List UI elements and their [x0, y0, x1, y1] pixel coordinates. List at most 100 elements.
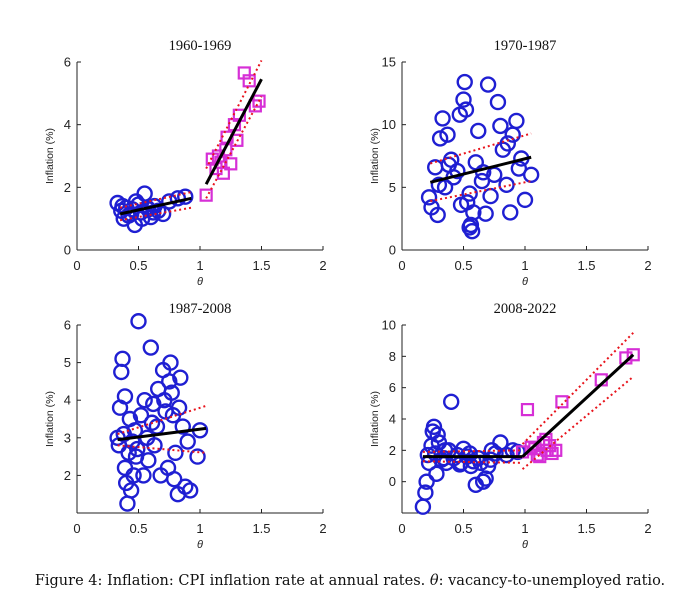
data-point-circle [174, 418, 191, 435]
data-point-circle [439, 126, 456, 143]
x-tick-label: 0.5 [129, 521, 147, 536]
panel-2: 0 0.5 1 1.5 2 0 5 10 15 1970-1987 θ Inflation (%) [369, 38, 652, 288]
x-tick-label: 2 [319, 521, 326, 536]
y-tick-label: 6 [389, 380, 396, 395]
data-point-circle [430, 176, 448, 194]
data-point-square [199, 188, 213, 202]
x-tick-label: 2 [644, 258, 651, 273]
data-point-circle [499, 135, 516, 152]
data-point-circle [456, 73, 473, 91]
x-tick-label: 0 [398, 258, 405, 273]
data-point-circle [443, 393, 460, 410]
data-point-circle [170, 399, 188, 416]
y-axis-label: Inflation (%) [369, 391, 381, 447]
data-point-circle [474, 473, 492, 490]
confidence-band-upper [119, 191, 192, 209]
y-tick-label: 6 [64, 55, 71, 70]
fit-line [204, 78, 263, 185]
data-point-circle [130, 313, 147, 330]
data-point-circle [461, 185, 478, 202]
data-point-circle [114, 350, 131, 368]
data-point-circle [429, 206, 446, 224]
figure-caption: Figure 4: Inflation: CPI inflation rate … [0, 573, 700, 589]
data-point-circle [420, 189, 438, 206]
x-tick-label: 0.5 [129, 258, 147, 273]
y-tick-label: 8 [389, 349, 396, 364]
y-tick-label: 0 [389, 243, 396, 258]
data-point-circle [162, 354, 179, 371]
x-axis-label: θ [522, 276, 528, 288]
fit-line [429, 155, 532, 184]
data-point-circle [143, 414, 161, 431]
caption-prefix: Figure 4: Inflation: CPI inflation rate … [34, 573, 426, 589]
data-point-circle [113, 363, 130, 381]
data-point-circle [508, 112, 525, 130]
caption-suffix: : vacancy-to-unemployed ratio. [438, 573, 666, 589]
confidence-band-lower [430, 180, 532, 203]
data-point-square [224, 157, 238, 171]
data-point-circle [482, 451, 499, 468]
data-point-square [545, 446, 559, 461]
x-axis-label: θ [197, 276, 203, 288]
y-tick-label: 5 [389, 180, 396, 195]
data-point-square [520, 403, 535, 417]
data-point-circle [177, 188, 194, 205]
data-point-circle [479, 76, 497, 93]
confidence-band-upper [521, 332, 634, 445]
panel-title: 2008-2022 [494, 301, 557, 317]
data-point-circle [129, 440, 146, 458]
data-point-circle [179, 433, 196, 450]
data-point-circle [477, 205, 494, 222]
y-tick-label: 15 [382, 55, 396, 70]
data-point-square [626, 348, 640, 362]
data-point-circle [502, 204, 519, 221]
x-tick-label: 2 [319, 258, 326, 273]
x-tick-label: 0 [73, 258, 80, 273]
data-point-circle [482, 187, 499, 205]
data-point-circle [455, 91, 472, 108]
x-tick-label: 1 [196, 521, 203, 536]
data-point-circle [142, 339, 160, 356]
data-point-circle [492, 117, 509, 135]
data-point-circle [418, 473, 435, 490]
x-tick-label: 0 [398, 521, 405, 536]
data-point-circle [419, 446, 437, 464]
data-point-circle [132, 407, 150, 424]
data-point-circle [146, 437, 163, 454]
y-tick-label: 5 [64, 355, 71, 370]
panel-3: 0 0.5 1 1.5 2 2 3 4 5 6 1987-2008 θ Inflation (%) [44, 301, 327, 551]
confidence-band-lower [422, 460, 523, 464]
data-point-circle [434, 110, 451, 127]
data-point-circle [172, 369, 189, 386]
data-point-circle [429, 426, 446, 443]
y-tick-label: 2 [64, 180, 71, 195]
data-point-circle [440, 156, 457, 173]
x-tick-label: 1.5 [252, 258, 270, 273]
y-tick-label: 3 [64, 430, 71, 445]
data-point-circle [465, 204, 482, 221]
panel-1: 0 0.5 1 1.5 2 0 2 4 6 1960-1969 θ Inflation (%) [44, 38, 327, 288]
data-point-circle [522, 166, 540, 184]
data-point-circle [414, 498, 432, 515]
x-tick-label: 0 [73, 521, 80, 536]
data-point-circle [140, 452, 157, 469]
data-point-circle [189, 448, 206, 465]
x-tick-label: 0.5 [454, 521, 472, 536]
figure-4: 0 0.5 1 1.5 2 0 2 4 6 1960-1969 θ Inflation (%) 0 0.5… [44, 38, 652, 551]
x-tick-label: 1.5 [577, 258, 595, 273]
y-axis-label: Inflation (%) [369, 128, 381, 184]
data-point-circle [116, 459, 134, 477]
x-tick-label: 1 [521, 521, 528, 536]
panel-title: 1960-1969 [169, 38, 232, 54]
x-tick-label: 1.5 [577, 521, 595, 536]
y-tick-label: 4 [64, 393, 71, 408]
data-point-circle [181, 482, 199, 499]
x-axis-label: θ [197, 539, 203, 551]
data-point-circle [136, 185, 153, 202]
y-tick-label: 4 [389, 412, 396, 427]
data-point-circle [473, 172, 491, 190]
x-axis-label: θ [522, 539, 528, 551]
data-point-circle [470, 122, 487, 140]
fit-line [521, 353, 635, 458]
panel-title: 1970-1987 [494, 38, 557, 54]
